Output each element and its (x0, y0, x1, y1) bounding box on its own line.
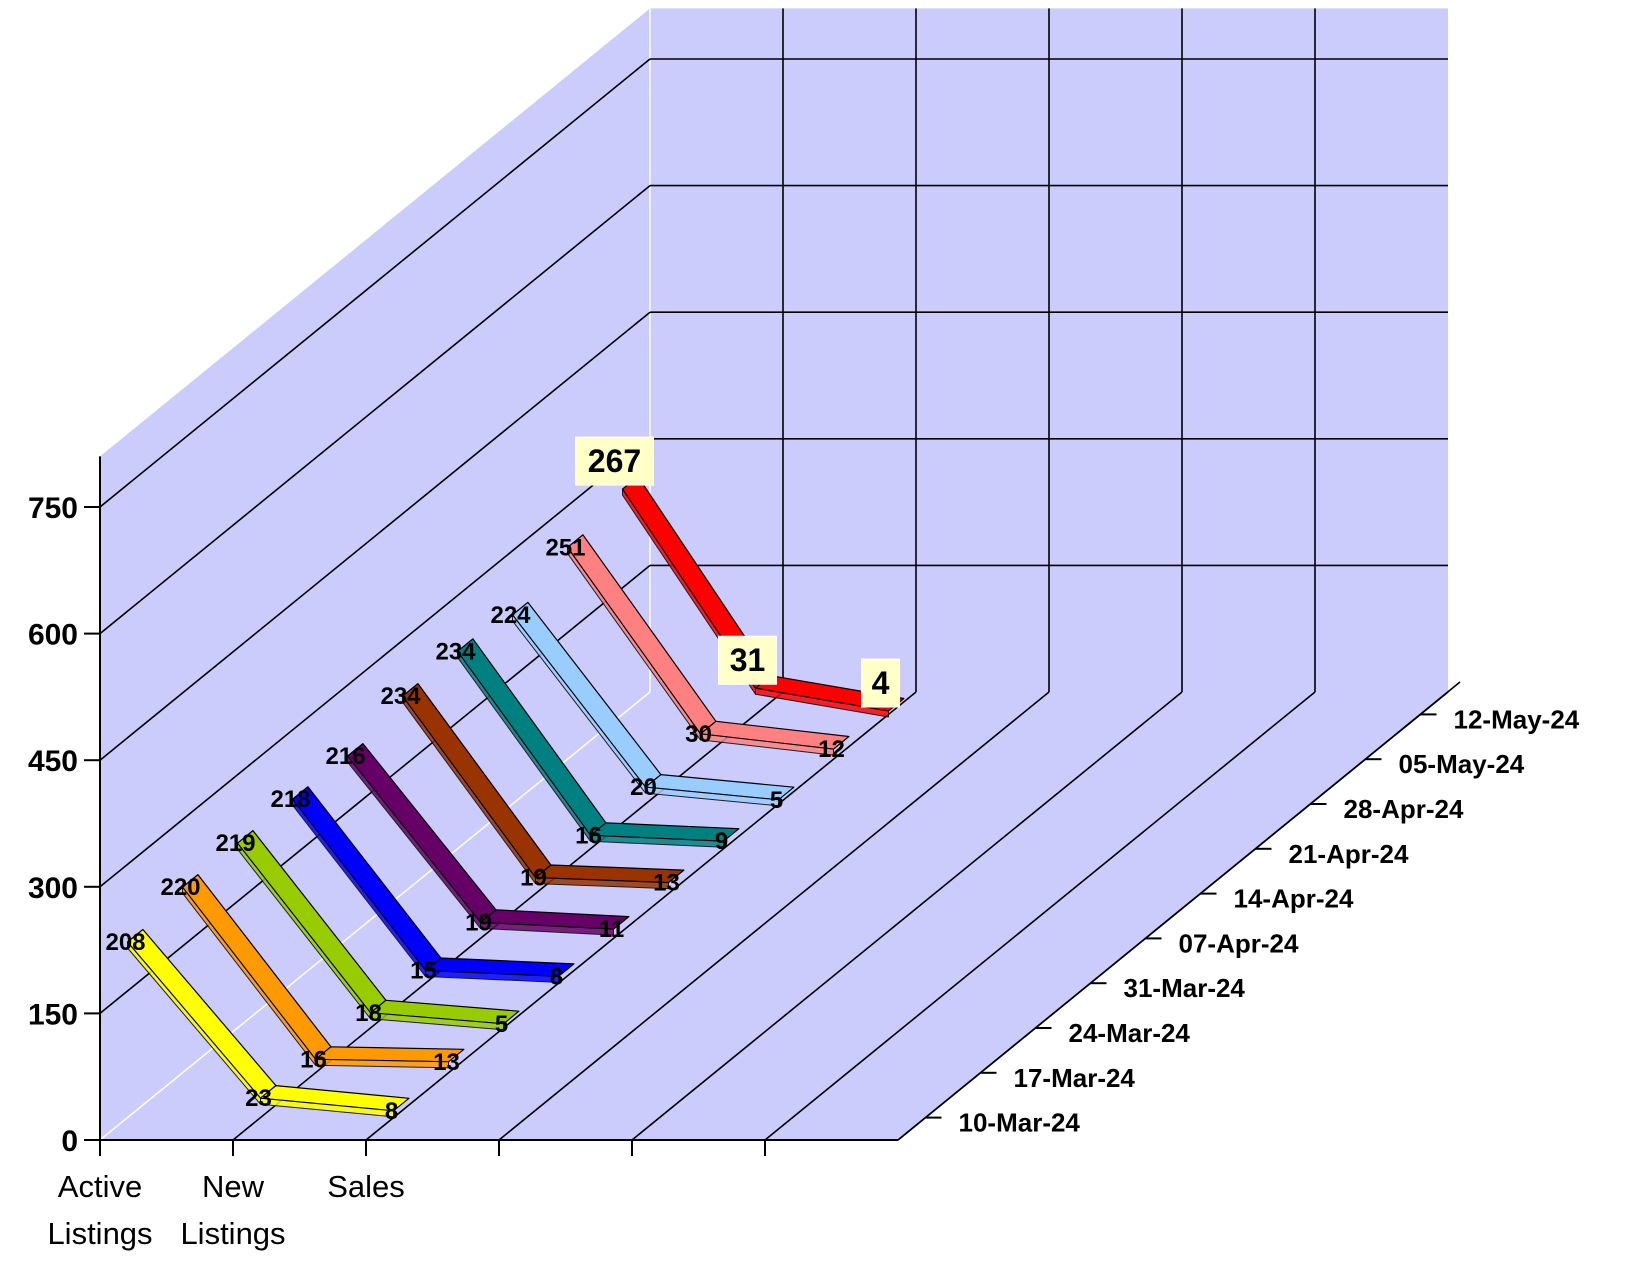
series-segment-edge (645, 786, 779, 807)
z-tick-label: 10-Mar-24 (959, 1108, 1081, 1138)
series-segment-edge (260, 1097, 394, 1118)
z-tick-label: 24-Mar-24 (1069, 1018, 1191, 1048)
series-segment-edge (315, 1058, 449, 1069)
floor-depth-gridline (631, 691, 1183, 1141)
data-label-box (575, 436, 654, 486)
chart-walls (99, 8, 1448, 1141)
series-segment-edge (370, 1012, 504, 1031)
series-ribbon-17-Mar-24 (181, 873, 465, 1069)
z-tick-label: 07-Apr-24 (1179, 928, 1299, 958)
data-label: 5 (770, 787, 783, 814)
y-tick-label: 750 (28, 492, 78, 525)
data-label: 251 (545, 534, 585, 561)
x-tick-label: Active Listings (47, 1169, 152, 1251)
data-label: 16 (300, 1046, 327, 1073)
data-label: 219 (215, 830, 255, 857)
series-ribbon-10-Mar-24 (126, 928, 410, 1118)
data-label: 216 (325, 743, 365, 770)
data-label: 16 (575, 822, 602, 849)
data-label: 8 (385, 1098, 398, 1125)
data-label: 234 (380, 683, 421, 710)
x-tick-label: New Listings (180, 1169, 285, 1251)
series-ribbon-07-Apr-24 (346, 742, 630, 936)
series-segment-edge (425, 970, 559, 983)
chart-axes: 0 150 300 450 600 750 Active Listings New Listing… (28, 456, 1580, 1251)
y-tick-label: 600 (28, 619, 78, 652)
data-label: 19 (465, 909, 492, 936)
data-label-box (718, 635, 777, 685)
x-tick-label: Sales (327, 1169, 405, 1204)
data-label: 218 (270, 786, 310, 813)
series-ribbon-21-Apr-24 (456, 638, 740, 848)
data-label: 18 (355, 1000, 382, 1027)
data-label: 20 (630, 774, 657, 801)
z-tick-label: 12-May-24 (1454, 704, 1580, 734)
z-tick-label: 05-May-24 (1399, 749, 1525, 779)
side-gridline (99, 311, 651, 761)
series-ribbon-05-May-24 (566, 534, 850, 756)
series-ribbon-31-Mar-24 (291, 786, 575, 983)
series-ribbon-24-Mar-24 (236, 829, 520, 1031)
data-label: 11 (599, 916, 624, 943)
series-ribbon-14-Apr-24 (401, 682, 685, 890)
data-label: 15 (410, 958, 437, 985)
data-label: 23 (245, 1085, 272, 1112)
data-label: 12 (818, 736, 845, 763)
z-tick-label: 31-Mar-24 (1124, 973, 1246, 1003)
series-segment-edge (590, 834, 724, 848)
data-label: 4 (872, 665, 890, 701)
data-label: 13 (433, 1049, 460, 1076)
side-gridline (99, 184, 651, 635)
z-tick-label: 28-Apr-24 (1344, 794, 1464, 824)
floor-depth-gridline (764, 691, 1316, 1141)
data-label: 31 (730, 642, 766, 678)
data-label: 267 (588, 443, 641, 479)
data-label: 9 (715, 828, 728, 855)
floor-depth-gridline (365, 691, 917, 1141)
chart-grid (99, 8, 1449, 1141)
data-label: 208 (105, 929, 145, 956)
data-labels-layer: 208 23 8 220 16 13 219 18 5 218 15 8 216 19 11 234 19 13 2… (105, 436, 900, 1125)
data-label: 8 (550, 963, 563, 990)
z-tick-label: 17-Mar-24 (1014, 1063, 1136, 1093)
data-label: 30 (685, 721, 712, 748)
y-tick-label: 0 (61, 1125, 78, 1158)
z-tick-label: 21-Apr-24 (1289, 839, 1409, 869)
data-label-box (861, 658, 900, 708)
series-ribbon-28-Apr-24 (511, 601, 795, 807)
data-label: 5 (495, 1011, 508, 1038)
data-label: 19 (520, 865, 547, 892)
z-tick-label: 14-Apr-24 (1234, 884, 1354, 914)
y-tick-label: 450 (28, 745, 78, 778)
side-gridline (99, 58, 651, 508)
series-segment-edge (480, 921, 614, 936)
side-wall (100, 8, 650, 1140)
series-segment-edge (700, 733, 834, 756)
series-segment-edge (535, 877, 669, 890)
series-segment-edge (755, 687, 889, 718)
floor-depth-gridline (498, 691, 1050, 1141)
data-label: 234 (435, 638, 476, 665)
data-label: 13 (653, 870, 680, 897)
data-label: 224 (490, 602, 531, 629)
side-gridline (99, 438, 651, 888)
data-label: 220 (160, 874, 200, 901)
y-tick-label: 150 (28, 998, 78, 1031)
y-tick-label: 300 (28, 872, 78, 905)
